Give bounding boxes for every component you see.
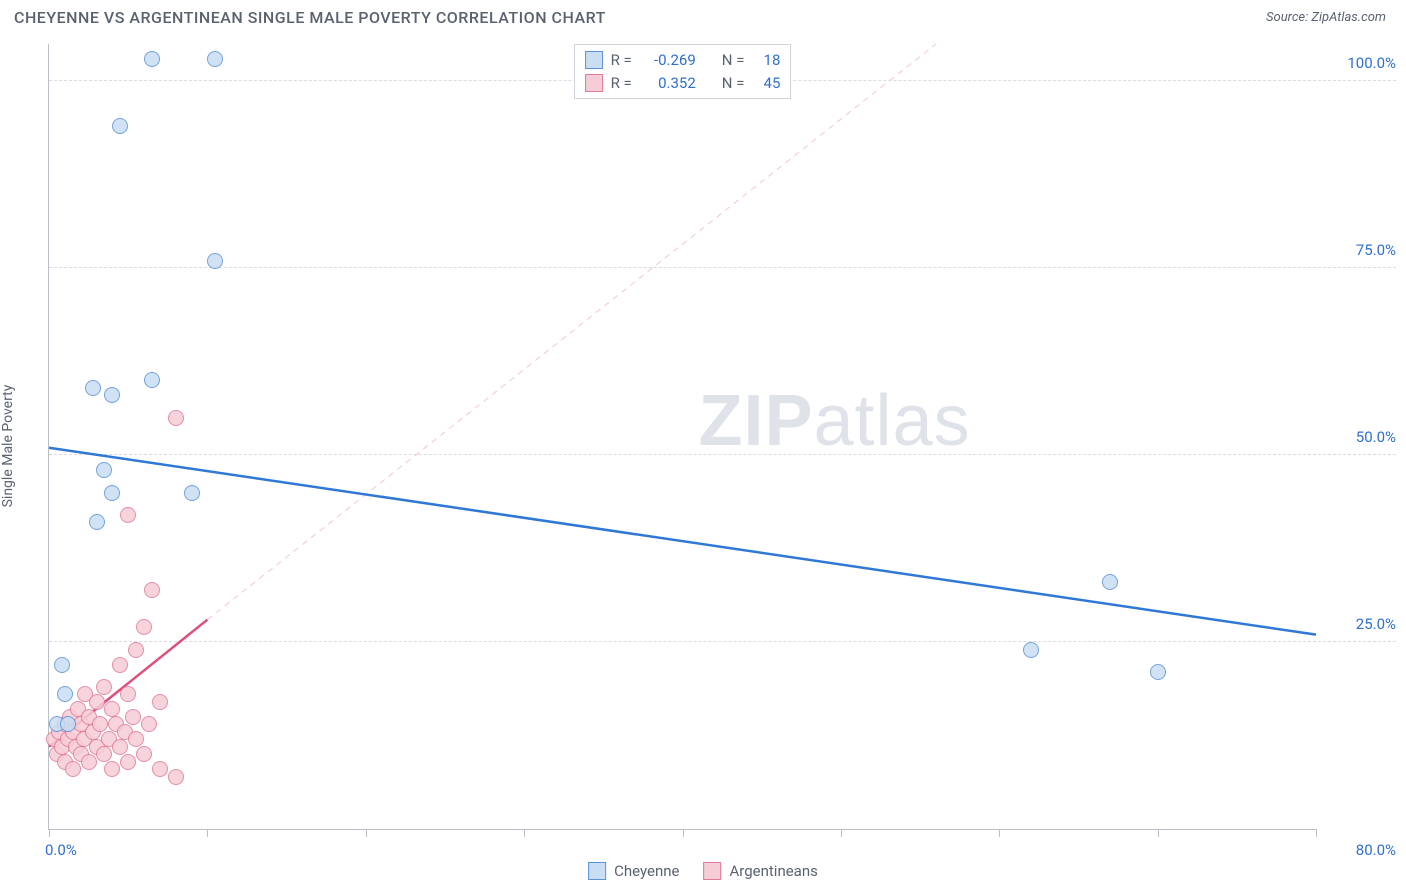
data-point [104, 761, 120, 777]
x-tick [1316, 829, 1317, 837]
y-tick-label: 75.0% [1326, 241, 1396, 259]
data-point [141, 716, 157, 732]
scatter-plot: ZIPatlas R =-0.269N =18R =0.352N =45 25.… [48, 44, 1316, 830]
r-value: -0.269 [640, 49, 696, 72]
data-point [112, 657, 128, 673]
data-point [144, 372, 160, 388]
plot-area: ZIPatlas R =-0.269N =18R =0.352N =45 25.… [48, 44, 1316, 830]
data-point [96, 679, 112, 695]
x-tick [207, 829, 208, 837]
data-point [128, 731, 144, 747]
data-point [120, 686, 136, 702]
n-label: N = [722, 49, 745, 72]
x-tick [366, 829, 367, 837]
legend-label: Argentineans [730, 862, 818, 880]
data-point [81, 754, 97, 770]
data-point [89, 694, 105, 710]
swatch-icon [588, 862, 606, 880]
data-point [89, 514, 105, 530]
data-point [112, 118, 128, 134]
n-value: 45 [752, 72, 780, 95]
data-point [1102, 574, 1118, 590]
data-point [96, 746, 112, 762]
data-point [136, 619, 152, 635]
data-point [152, 694, 168, 710]
data-point [168, 410, 184, 426]
x-tick [49, 829, 50, 837]
data-point [54, 657, 70, 673]
data-point [152, 761, 168, 777]
n-label: N = [722, 72, 745, 95]
data-point [120, 754, 136, 770]
y-tick-label: 50.0% [1326, 428, 1396, 446]
source-label: Source: ZipAtlas.com [1266, 10, 1386, 25]
swatch-icon [585, 74, 603, 92]
chart-title: CHEYENNE VS ARGENTINEAN SINGLE MALE POVE… [14, 8, 606, 27]
n-value: 18 [752, 49, 780, 72]
data-point [104, 387, 120, 403]
data-point [184, 485, 200, 501]
data-point [144, 582, 160, 598]
data-point [207, 253, 223, 269]
x-tick [841, 829, 842, 837]
data-point [112, 739, 128, 755]
x-tick [1158, 829, 1159, 837]
x-tick [999, 829, 1000, 837]
swatch-icon [585, 51, 603, 69]
x-tick [524, 829, 525, 837]
r-label: R = [611, 72, 632, 95]
trend-overlay [49, 44, 1316, 829]
legend-item: Cheyenne [588, 862, 679, 880]
data-point [85, 380, 101, 396]
data-point [57, 686, 73, 702]
data-point [1150, 664, 1166, 680]
data-point [136, 746, 152, 762]
title-bar: CHEYENNE VS ARGENTINEAN SINGLE MALE POVE… [0, 0, 1406, 35]
legend-stat-row: R = 0.352 N = 45 [585, 72, 781, 95]
y-axis-label: Single Male Poverty [0, 385, 16, 508]
data-point [96, 462, 112, 478]
r-label: R = [611, 49, 632, 72]
data-point [104, 485, 120, 501]
data-point [1023, 642, 1039, 658]
x-max-label: 80.0% [1356, 841, 1396, 859]
data-point [168, 769, 184, 785]
legend-label: Cheyenne [614, 862, 679, 880]
x-tick [683, 829, 684, 837]
data-point [65, 761, 81, 777]
data-point [92, 716, 108, 732]
legend-item: Argentineans [704, 862, 818, 880]
legend-series: Cheyenne Argentineans [588, 862, 818, 880]
data-point [120, 507, 136, 523]
data-point [104, 701, 120, 717]
y-tick-label: 25.0% [1326, 615, 1396, 633]
r-value: 0.352 [640, 72, 696, 95]
data-point [144, 51, 160, 67]
data-point [125, 709, 141, 725]
swatch-icon [704, 862, 722, 880]
data-point [60, 716, 76, 732]
legend-stat-row: R = -0.269 N = 18 [585, 49, 781, 72]
data-point [207, 51, 223, 67]
y-tick-label: 100.0% [1326, 54, 1396, 72]
x-min-label: 0.0% [45, 841, 77, 859]
legend-stats: R = -0.269 N = 18 R = 0.352 N = 45 [574, 44, 792, 99]
data-point [128, 642, 144, 658]
